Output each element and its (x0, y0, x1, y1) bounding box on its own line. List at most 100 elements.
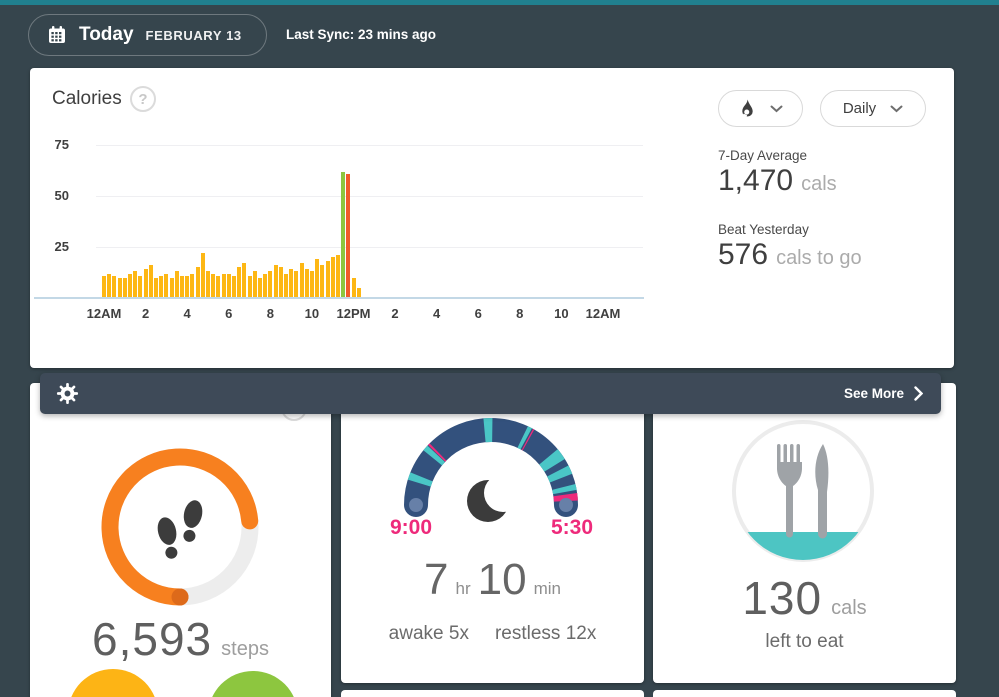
sleep-detail-row: awake 5x restless 12x (341, 623, 644, 645)
beat-label: Beat Yesterday (718, 222, 809, 237)
bar (190, 273, 195, 298)
bar (284, 273, 288, 298)
card-partial[interactable] (653, 690, 956, 697)
x-tick-label: 2 (391, 306, 399, 321)
bar (164, 273, 169, 298)
calories-badge-circle (68, 669, 158, 697)
bar (242, 263, 247, 298)
y-tick-label: 75 (54, 137, 69, 152)
gridline (96, 247, 643, 248)
see-more-bar: See More (40, 373, 941, 414)
bar (143, 269, 148, 298)
date-label: Today (79, 24, 134, 45)
see-more-label: See More (843, 386, 904, 401)
knife-icon (815, 444, 829, 539)
flame-icon (739, 99, 756, 119)
sleep-gauge (404, 417, 578, 517)
bar (185, 275, 190, 298)
calendar-icon (47, 25, 67, 45)
fork-icon (777, 444, 802, 538)
bar (273, 265, 278, 298)
bar (200, 253, 205, 298)
moon-icon (467, 476, 516, 522)
x-tick-label: 10 (554, 306, 569, 321)
steps-value-row: 6,593 steps (30, 612, 331, 666)
x-tick-label: 8 (516, 306, 524, 321)
bar (330, 257, 335, 298)
beat-value-row: 576 cals to go (718, 238, 862, 272)
date-value: FEBRUARY 13 (145, 27, 242, 43)
x-tick-label: 4 (183, 306, 191, 321)
x-tick-label: 4 (433, 306, 441, 321)
avg-value-row: 1,470 cals (718, 164, 837, 198)
chevron-right-icon (914, 386, 923, 401)
avg-label: 7-Day Average (718, 148, 808, 163)
x-tick-label: 6 (474, 306, 482, 321)
chevron-down-icon (770, 105, 783, 113)
metric-dropdown[interactable] (718, 90, 803, 127)
bar (289, 269, 294, 298)
bar (247, 275, 252, 298)
bar (133, 271, 138, 298)
bar (320, 265, 325, 298)
y-tick-label: 50 (54, 188, 69, 203)
bar (169, 277, 174, 298)
bar (148, 265, 153, 298)
x-tick-label: 12AM (86, 306, 122, 321)
food-value-row: 130 cals (653, 571, 956, 625)
y-tick-label: 25 (54, 239, 69, 254)
help-icon[interactable]: ? (130, 86, 156, 112)
gear-icon[interactable] (56, 382, 79, 405)
bar (346, 173, 351, 298)
bar (258, 277, 262, 298)
footprints-icon (157, 500, 203, 559)
bar (138, 275, 143, 298)
food-label: left to eat (765, 631, 844, 652)
period-dropdown[interactable]: Daily (820, 90, 926, 127)
bar (226, 273, 231, 298)
bar (341, 171, 346, 298)
x-tick-label: 8 (266, 306, 274, 321)
sleep-minutes: 10 (477, 555, 527, 604)
bar (252, 271, 257, 298)
steps-progress-ring (101, 448, 259, 606)
bar (107, 273, 112, 298)
bar (304, 269, 309, 298)
bar (159, 275, 164, 298)
bar (237, 267, 242, 298)
beat-unit: cals to go (776, 247, 862, 269)
date-selector-button[interactable]: Today FEBRUARY 13 (28, 14, 267, 56)
steps-card[interactable]: Today ? 6,593 steps (30, 383, 331, 697)
sleep-minutes-unit: min (533, 579, 561, 598)
food-unit: cals (831, 597, 867, 619)
bar (122, 277, 127, 298)
restless-count: restless 12x (494, 623, 597, 644)
sleep-card[interactable]: 9:00 5:30 7 hr 10 min awake 5x restless … (341, 383, 644, 683)
bar (206, 271, 210, 298)
see-more-link[interactable]: See More (844, 386, 923, 401)
food-gauge (732, 420, 874, 562)
avg-value: 1,470 (718, 164, 794, 197)
beat-value: 576 (718, 238, 769, 271)
bar (216, 275, 221, 298)
x-tick-label: 6 (225, 306, 233, 321)
bar (180, 275, 184, 298)
calories-panel: Calories ? 25 50 75 12AM 2 4 6 8 10 12PM 2 4 6 8 10 12… (30, 68, 954, 368)
x-axis-line (34, 297, 644, 299)
sleep-hours-unit: hr (455, 579, 471, 598)
bar (232, 275, 236, 298)
bar (336, 255, 340, 298)
gridline (96, 145, 643, 146)
bar (325, 261, 330, 298)
bar (310, 271, 314, 298)
bar (154, 277, 158, 298)
food-card[interactable]: 130 cals left to eat (653, 383, 956, 683)
x-tick-label: 2 (141, 306, 150, 321)
bar (117, 277, 122, 298)
bar (128, 273, 132, 298)
bar (211, 273, 216, 298)
top-accent-strip (0, 0, 999, 5)
card-partial[interactable] (341, 690, 644, 697)
bar (102, 275, 106, 298)
